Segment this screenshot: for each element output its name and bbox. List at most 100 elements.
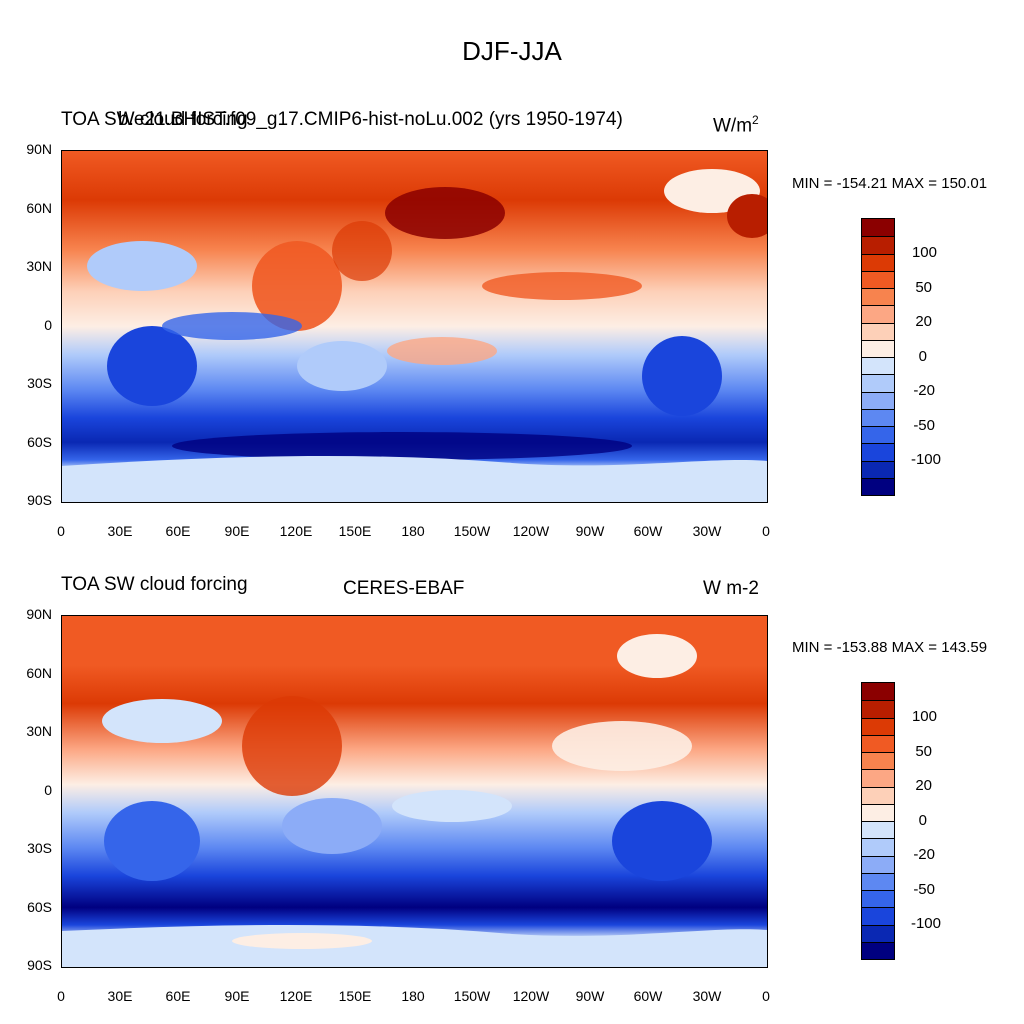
panel-2-lon-60e: 60E — [165, 988, 191, 1004]
panel-2-lon-0: 0 — [57, 988, 65, 1004]
panel-2-lon-120w: 120W — [512, 988, 550, 1004]
main-title: DJF-JJA — [462, 36, 562, 66]
panel-2-cb-m50: -50 — [913, 881, 935, 898]
panel-2-lon-0-end: 0 — [762, 988, 770, 1004]
colorbar-swatch — [862, 322, 894, 340]
colorbar-swatch — [862, 734, 894, 752]
panel-2-lat-60s: 60S — [27, 899, 52, 915]
colorbar-swatch — [862, 270, 894, 288]
colorbar-swatch — [862, 786, 894, 804]
panel-1-min-max: MIN = -154.21 MAX = 150.01 — [792, 175, 988, 192]
panel-1-cb-0: 0 — [918, 348, 927, 365]
colorbar-swatch — [862, 924, 894, 942]
colorbar-swatch — [862, 838, 894, 856]
panel-1-lon-120w: 120W — [512, 523, 550, 539]
panel-1-lat-30n: 30N — [26, 258, 52, 274]
colorbar-swatch — [862, 339, 894, 357]
panel-1-units: W/m2 — [713, 113, 759, 137]
panel-1-cb-m100: -100 — [910, 451, 941, 468]
panel-1-cb-m20: -20 — [913, 382, 935, 399]
panel-2-lon-30w: 30W — [692, 988, 722, 1004]
panel-2-lon-180: 180 — [401, 988, 425, 1004]
panel-1-cb-100: 100 — [911, 244, 937, 261]
panel-2-lat-30n: 30N — [26, 723, 52, 739]
colorbar-swatch — [862, 907, 894, 925]
colorbar-swatch — [862, 890, 894, 908]
colorbar-swatch — [862, 443, 894, 461]
panel-2-colorbar — [861, 682, 895, 960]
panel-2-cb-m100: -100 — [910, 915, 941, 932]
panel-1-lat-60s: 60S — [27, 434, 52, 450]
panel-1-cb-m50: -50 — [913, 417, 935, 434]
panel-2-title-left: TOA SW cloud forcing — [61, 574, 248, 595]
colorbar-swatch — [862, 236, 894, 254]
colorbar-swatch — [862, 717, 894, 735]
colorbar-swatch — [862, 408, 894, 426]
panel-2-lon-60w: 60W — [633, 988, 663, 1004]
colorbar-swatch — [862, 391, 894, 409]
panel-2-lon-90w: 90W — [575, 988, 605, 1004]
panel-1-lon-0: 0 — [57, 523, 65, 539]
panel-2-cb-20: 20 — [915, 777, 932, 794]
panel-1-map — [61, 150, 768, 503]
panel-2-title-center: CERES-EBAF — [343, 578, 465, 599]
panel-2-lat-0: 0 — [44, 782, 52, 798]
panel-1-cb-20: 20 — [915, 313, 932, 330]
colorbar-swatch — [862, 305, 894, 323]
panel-2-lat-60n: 60N — [26, 665, 52, 681]
panel-2-map — [61, 615, 768, 968]
colorbar-swatch — [862, 855, 894, 873]
panel-2-cb-100: 100 — [911, 708, 937, 725]
panel-2-lon-150w: 150W — [453, 988, 491, 1004]
panel-2-min-max: MIN = -153.88 MAX = 143.59 — [792, 639, 988, 656]
colorbar-swatch — [862, 357, 894, 375]
panel-2-field — [62, 616, 767, 967]
panel-1-lon-150w: 150W — [453, 523, 491, 539]
panel-1-lon-180: 180 — [401, 523, 425, 539]
panel-1-lon-90w: 90W — [575, 523, 605, 539]
panel-2-lat-90s: 90S — [27, 957, 52, 973]
colorbar-swatch — [862, 803, 894, 821]
colorbar-swatch — [862, 769, 894, 787]
panel-1-lat-60n: 60N — [26, 200, 52, 216]
colorbar-swatch — [862, 872, 894, 890]
panel-2-lat-90n: 90N — [26, 606, 52, 622]
panel-1-lon-0-end: 0 — [762, 523, 770, 539]
panel-1-lon-30e: 30E — [107, 523, 133, 539]
colorbar-swatch — [862, 253, 894, 271]
panel-2-lon-90e: 90E — [224, 988, 250, 1004]
panel-1-cb-50: 50 — [915, 279, 932, 296]
colorbar-swatch — [862, 941, 894, 959]
panel-2-units: W m-2 — [703, 578, 759, 599]
panel-2-cb-50: 50 — [915, 743, 932, 760]
panel-2-lon-150e: 150E — [338, 988, 372, 1004]
panel-1-colorbar — [861, 218, 895, 496]
panel-1-lat-30s: 30S — [27, 375, 52, 391]
colorbar-swatch — [862, 374, 894, 392]
panel-1-lat-90s: 90S — [27, 492, 52, 508]
colorbar-swatch — [862, 700, 894, 718]
panel-1-lon-150e: 150E — [338, 523, 372, 539]
panel-2-lon-30e: 30E — [107, 988, 133, 1004]
panel-1-lon-60e: 60E — [165, 523, 191, 539]
panel-1-title-left: TOA SW cloud forcing — [61, 109, 248, 130]
panel-2-cb-m20: -20 — [913, 846, 935, 863]
colorbar-swatch — [862, 426, 894, 444]
panel-2-lon-120e: 120E — [279, 988, 313, 1004]
panel-1-lon-60w: 60W — [633, 523, 663, 539]
panel-1-field — [62, 151, 767, 502]
colorbar-swatch — [862, 477, 894, 495]
panel-1-lon-90e: 90E — [224, 523, 250, 539]
colorbar-swatch — [862, 821, 894, 839]
panel-2-lat-30s: 30S — [27, 840, 52, 856]
panel-2-cb-0: 0 — [918, 812, 927, 829]
panel-1-lon-120e: 120E — [279, 523, 313, 539]
panel-1-lon-30w: 30W — [692, 523, 722, 539]
colorbar-swatch — [862, 683, 894, 701]
colorbar-swatch — [862, 219, 894, 237]
panel-1-lat-0: 0 — [44, 317, 52, 333]
panel-1-title-center: b.e21.BHIST.f09_g17.CMIP6-hist-noLu.002 … — [118, 109, 623, 130]
panel-1-lat-90n: 90N — [26, 141, 52, 157]
colorbar-swatch — [862, 460, 894, 478]
colorbar-swatch — [862, 288, 894, 306]
